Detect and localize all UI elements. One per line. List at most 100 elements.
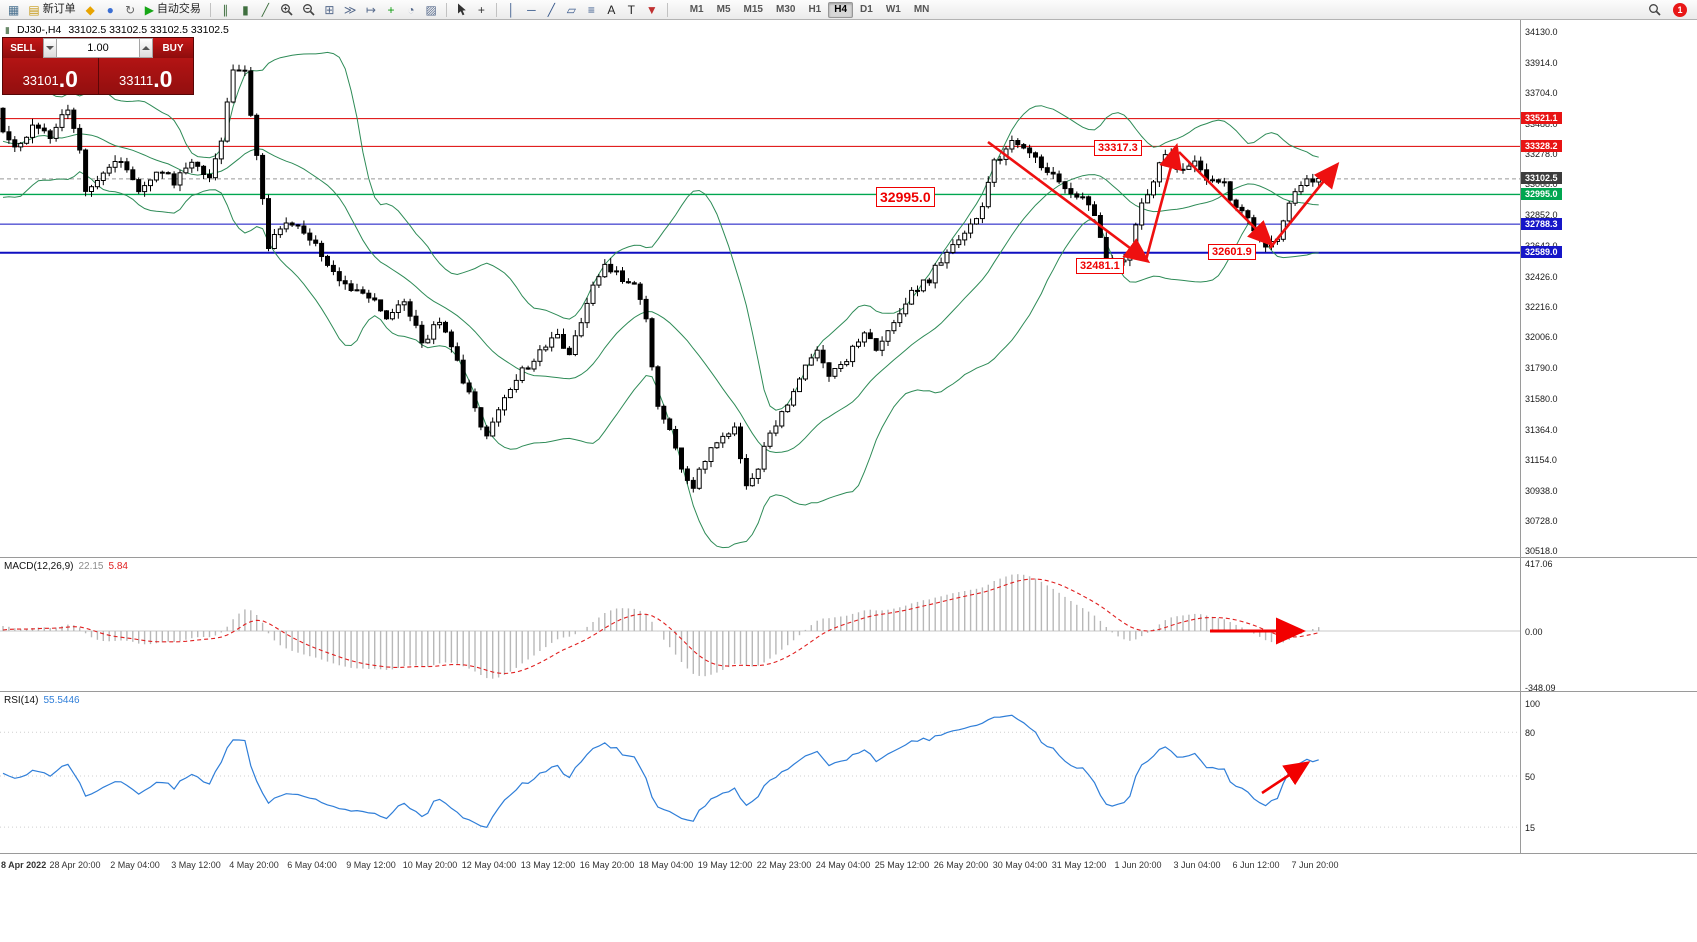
macd-axis-label: -348.09 bbox=[1525, 683, 1556, 694]
new-order-icon: ▤ bbox=[28, 2, 40, 17]
macd-axis[interactable]: 417.06 0.00 -348.09 bbox=[1520, 558, 1697, 694]
zoom-in-icon bbox=[280, 3, 293, 16]
timeframe-h4[interactable]: H4 bbox=[828, 1, 854, 18]
price-axis[interactable]: 34130.033914.033704.033488.033278.033068… bbox=[1520, 20, 1697, 557]
time-label: 2 May 04:00 bbox=[110, 860, 160, 870]
time-label: 30 May 04:00 bbox=[992, 860, 1048, 870]
indicators-button[interactable]: + bbox=[381, 1, 400, 18]
price-annotation[interactable]: 32481.1 bbox=[1076, 258, 1124, 275]
time-label: 3 Jun 04:00 bbox=[1173, 860, 1221, 870]
mql5-icon: ◆ bbox=[85, 2, 95, 17]
rsi-value: 55.5446 bbox=[43, 695, 80, 706]
hline-button[interactable]: ─ bbox=[522, 1, 541, 18]
timeframe-h1[interactable]: H1 bbox=[808, 4, 822, 15]
macd-canvas[interactable] bbox=[0, 558, 1520, 691]
new-chart-button[interactable]: ▦ bbox=[4, 1, 23, 18]
line-chart-icon: ╱ bbox=[261, 2, 270, 17]
volume-input[interactable] bbox=[57, 38, 139, 58]
sell-button[interactable]: SELL bbox=[3, 38, 43, 58]
label-button[interactable]: T bbox=[622, 1, 641, 18]
hline-icon: ─ bbox=[527, 2, 536, 17]
time-axis[interactable]: 8 Apr 2022 28 Apr 20:00 2 May 04:00 3 May 1… bbox=[0, 853, 1697, 877]
cursor-button[interactable] bbox=[452, 1, 471, 18]
bars-chart-button[interactable]: ∥ bbox=[216, 1, 235, 18]
timeframe-m5[interactable]: M5 bbox=[716, 4, 731, 15]
price-tick: 30518.0 bbox=[1525, 546, 1558, 557]
candles-chart-icon: ▮ bbox=[242, 2, 249, 17]
periods-button[interactable]: ◔ bbox=[401, 1, 420, 18]
buy-button[interactable]: BUY bbox=[153, 38, 193, 58]
timeframe-m1[interactable]: M1 bbox=[689, 4, 704, 15]
auto-trading-icon: ▶ bbox=[144, 2, 154, 17]
time-label: 19 May 12:00 bbox=[697, 860, 753, 870]
price-annotation[interactable]: 33317.3 bbox=[1094, 140, 1142, 157]
rsi-canvas[interactable] bbox=[0, 692, 1520, 853]
toolbar-separator bbox=[209, 2, 211, 17]
time-label: 18 May 04:00 bbox=[638, 860, 694, 870]
accounts-button[interactable]: ● bbox=[101, 1, 120, 18]
refresh-button[interactable]: ↻ bbox=[121, 1, 140, 18]
chart-shift-button[interactable]: ↦ bbox=[361, 1, 380, 18]
price-tick: 33704.0 bbox=[1525, 87, 1558, 98]
candlestick-series bbox=[0, 64, 1322, 493]
time-label: 24 May 04:00 bbox=[815, 860, 871, 870]
volume-increase-button[interactable] bbox=[139, 38, 153, 58]
time-label: 1 Jun 20:00 bbox=[1114, 860, 1162, 870]
price-annotation[interactable]: 32995.0 bbox=[876, 187, 935, 208]
volume-decrease-button[interactable] bbox=[43, 38, 57, 58]
trend-arrow[interactable] bbox=[1178, 151, 1274, 247]
trend-arrow[interactable] bbox=[1268, 161, 1340, 249]
channel-button[interactable]: ▱ bbox=[562, 1, 581, 18]
sell-price[interactable]: 33101.0 bbox=[3, 58, 98, 94]
bollinger-lower-band bbox=[2, 171, 1319, 549]
rsi-axis[interactable]: 100 80 50 15 bbox=[1520, 692, 1697, 853]
toolbar-right: 1 bbox=[1644, 1, 1693, 18]
chart-symbol-period: DJ30-,H4 bbox=[16, 24, 62, 36]
label-icon: T bbox=[627, 2, 635, 17]
rsi-arrow[interactable] bbox=[1261, 761, 1311, 795]
price-tick: 32852.0 bbox=[1525, 210, 1558, 221]
price-badge: 32788.3 bbox=[1521, 217, 1562, 230]
vline-button[interactable]: │ bbox=[502, 1, 521, 18]
trend-arrow[interactable] bbox=[987, 140, 1151, 264]
price-badge: 32995.0 bbox=[1521, 187, 1562, 200]
bollinger-upper-band bbox=[2, 51, 1319, 411]
auto-scroll-button[interactable]: ≫ bbox=[340, 1, 361, 18]
auto-scroll-icon: ≫ bbox=[343, 2, 357, 17]
timeframe-m30[interactable]: M30 bbox=[775, 4, 796, 15]
notification-badge[interactable]: 1 bbox=[1673, 2, 1687, 17]
bollinger-middle-band bbox=[2, 133, 1319, 454]
price-annotation[interactable]: 32601.9 bbox=[1208, 244, 1256, 261]
timeframe-m15[interactable]: M15 bbox=[743, 4, 763, 15]
trendline-button[interactable]: ╱ bbox=[542, 1, 561, 18]
buy-price[interactable]: 33111.0 bbox=[98, 58, 193, 94]
macd-axis-label: 417.06 bbox=[1525, 558, 1553, 569]
templates-button[interactable]: ▨ bbox=[421, 1, 440, 18]
price-badge: 33521.1 bbox=[1521, 112, 1562, 125]
zoom-in-button[interactable] bbox=[276, 1, 297, 18]
new-order-button[interactable]: ▤ 新订单 bbox=[24, 1, 79, 18]
timeframe-w1[interactable]: W1 bbox=[885, 4, 901, 15]
crosshair-button[interactable]: + bbox=[472, 1, 491, 18]
fibo-button[interactable]: ≡ bbox=[582, 1, 601, 18]
tile-windows-button[interactable]: ⊞ bbox=[320, 1, 339, 18]
line-chart-button[interactable]: ╱ bbox=[256, 1, 275, 18]
macd-label: MACD(12,26,9) 22.15 5.84 bbox=[4, 561, 128, 572]
macd-histogram bbox=[2, 574, 1320, 679]
search-icon[interactable] bbox=[1644, 1, 1665, 18]
candles-chart-button[interactable]: ▮ bbox=[236, 1, 255, 18]
price-badge: 33102.5 bbox=[1521, 172, 1562, 185]
fibo-icon: ≡ bbox=[587, 2, 595, 17]
timeframe-d1[interactable]: D1 bbox=[860, 4, 873, 15]
tile-windows-icon: ⊞ bbox=[324, 2, 335, 17]
arrows-button[interactable]: ▼ bbox=[642, 1, 662, 18]
zoom-out-button[interactable] bbox=[298, 1, 319, 18]
timeframe-mn[interactable]: MN bbox=[913, 4, 930, 15]
price-chart-canvas[interactable] bbox=[0, 20, 1520, 557]
mql5-button[interactable]: ◆ bbox=[81, 1, 100, 18]
trend-arrow[interactable] bbox=[1144, 142, 1182, 261]
price-badge: 33328.2 bbox=[1521, 139, 1562, 152]
chart-shift-icon: ↦ bbox=[365, 2, 377, 17]
text-button[interactable]: A bbox=[602, 1, 621, 18]
auto-trading-button[interactable]: ▶ 自动交易 bbox=[141, 1, 205, 18]
